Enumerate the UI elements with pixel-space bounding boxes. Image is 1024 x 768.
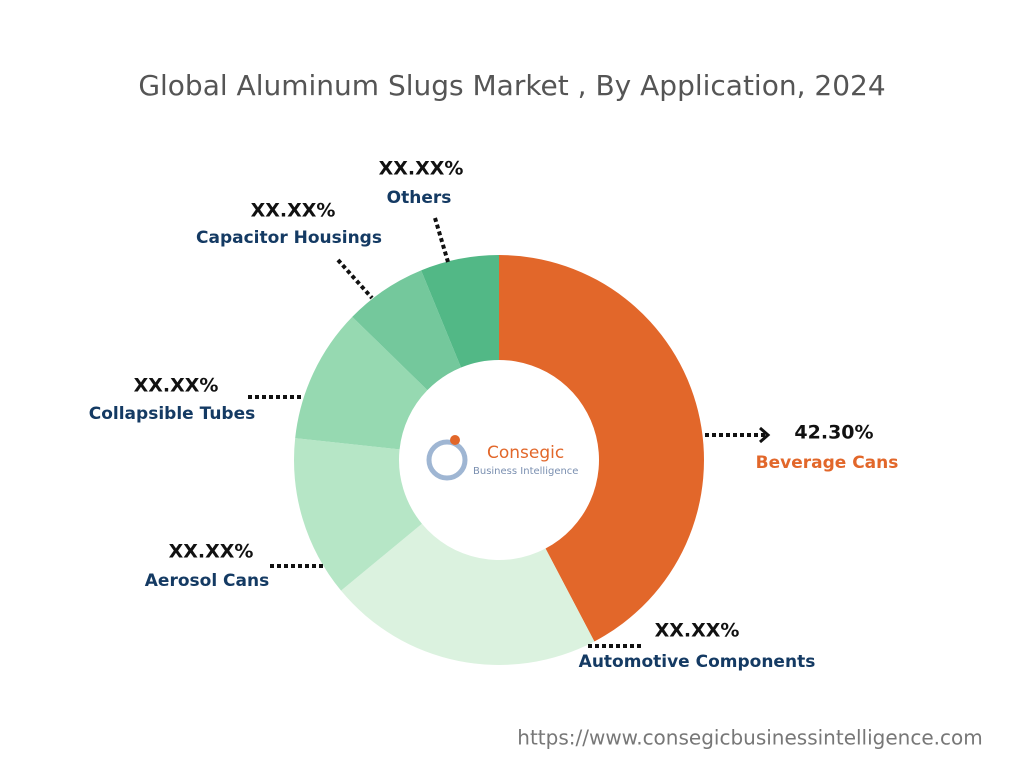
slice	[499, 255, 704, 642]
labels: 42.30% Beverage Cans XX.XX% Automotive Comp…	[89, 158, 899, 673]
value-label: 42.30%	[794, 422, 873, 444]
slice	[294, 438, 422, 591]
slice	[352, 270, 462, 391]
value-label: XX.XX%	[251, 200, 336, 222]
category-label: Others	[387, 188, 452, 208]
value-label: XX.XX%	[134, 375, 219, 397]
slice	[295, 316, 428, 450]
category-label: Beverage Cans	[756, 453, 899, 473]
logo-name: Consegic	[487, 443, 564, 463]
chart-title: Global Aluminum Slugs Market , By Applic…	[138, 69, 885, 102]
value-label: XX.XX%	[169, 541, 254, 563]
leader-line	[433, 217, 450, 263]
logo-icon	[426, 439, 468, 481]
leader-arrow	[759, 426, 771, 444]
donut	[294, 255, 704, 665]
source-url: https://www.consegicbusinessintelligence…	[517, 726, 982, 750]
logo-tagline: Business Intelligence	[473, 466, 578, 477]
category-label: Capacitor Housings	[196, 228, 382, 248]
logo-dot	[450, 435, 460, 445]
leader-line	[336, 258, 374, 300]
category-label: Automotive Components	[579, 652, 816, 672]
slice	[341, 523, 595, 665]
logo: Consegic Business Intelligence	[426, 435, 578, 481]
value-label: XX.XX%	[379, 158, 464, 180]
slice	[421, 255, 499, 368]
category-label: Collapsible Tubes	[89, 404, 256, 424]
category-label: Aerosol Cans	[145, 571, 269, 591]
value-label: XX.XX%	[655, 620, 740, 642]
